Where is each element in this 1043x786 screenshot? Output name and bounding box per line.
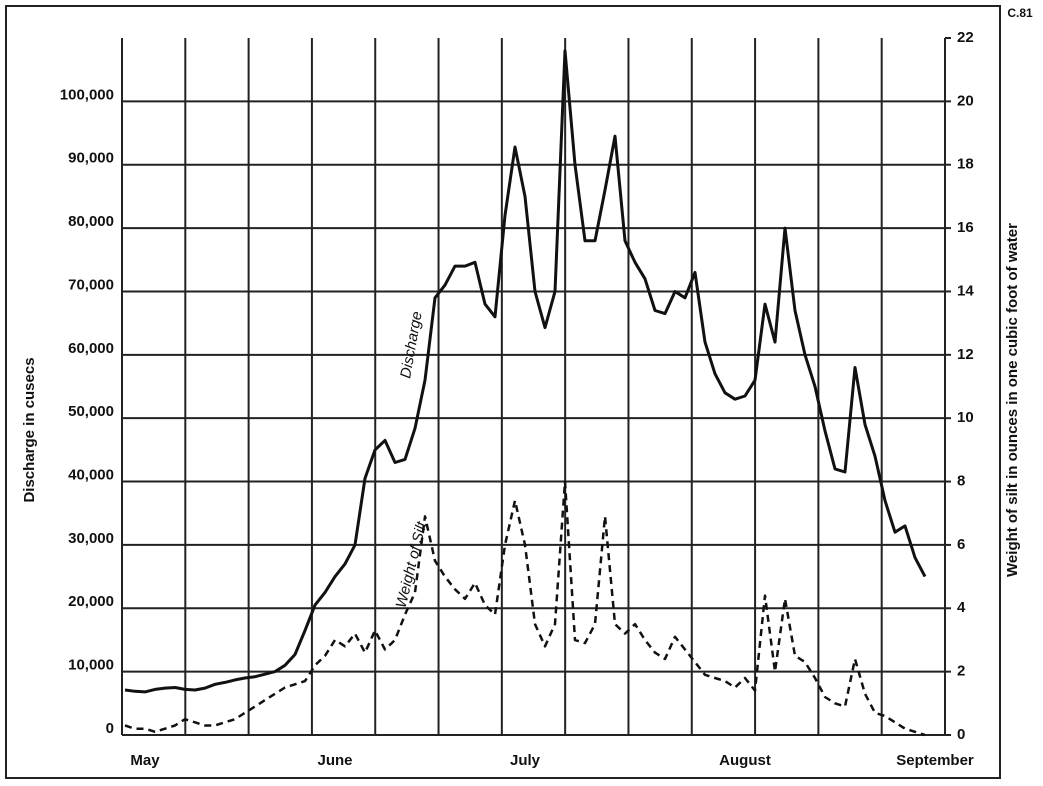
- x-tick-label: May: [130, 752, 160, 769]
- y2-axis-label: Weight of silt in ounces in one cubic fo…: [1004, 223, 1021, 577]
- series-label: Discharge: [397, 310, 425, 379]
- y-tick-label: 10,000: [68, 657, 114, 674]
- y2-tick-label: 12: [957, 346, 974, 363]
- y-tick-label: 70,000: [68, 276, 114, 293]
- series-line: [124, 49, 927, 694]
- series-label: Weight of Silt: [393, 519, 431, 609]
- y-tick-label: 30,000: [68, 530, 114, 547]
- series-line: [124, 480, 926, 737]
- y-tick-label: 20,000: [68, 593, 114, 610]
- y2-tick-label: 22: [957, 29, 974, 46]
- frame: [5, 5, 1001, 779]
- y2-tick-label: 16: [957, 219, 974, 236]
- y2-tick-label: 14: [957, 282, 974, 299]
- y2-tick-label: 0: [957, 726, 965, 743]
- y2-tick-label: 6: [957, 536, 965, 553]
- y2-tick-label: 8: [957, 473, 965, 490]
- x-tick-label: June: [317, 752, 352, 769]
- y2-tick-label: 20: [957, 92, 974, 109]
- y2-tick-label: 4: [957, 599, 966, 616]
- x-tick-label: August: [719, 752, 771, 769]
- y-tick-label: 50,000: [68, 403, 114, 420]
- y2-tick-label: 18: [957, 156, 974, 173]
- y2-tick-label: 2: [957, 663, 965, 680]
- annotation: C.81: [1007, 6, 1033, 20]
- y-tick-label: 90,000: [68, 150, 114, 167]
- y-axis-label: Discharge in cusecs: [21, 357, 38, 502]
- y-tick-label: 0: [106, 720, 114, 737]
- y-tick-label: 60,000: [68, 340, 114, 357]
- y-tick-label: 40,000: [68, 467, 114, 484]
- x-tick-label: July: [510, 752, 541, 769]
- y-tick-label: 100,000: [60, 86, 114, 103]
- y2-tick-label: 10: [957, 409, 974, 426]
- x-tick-label: September: [896, 752, 974, 769]
- y-tick-label: 80,000: [68, 213, 114, 230]
